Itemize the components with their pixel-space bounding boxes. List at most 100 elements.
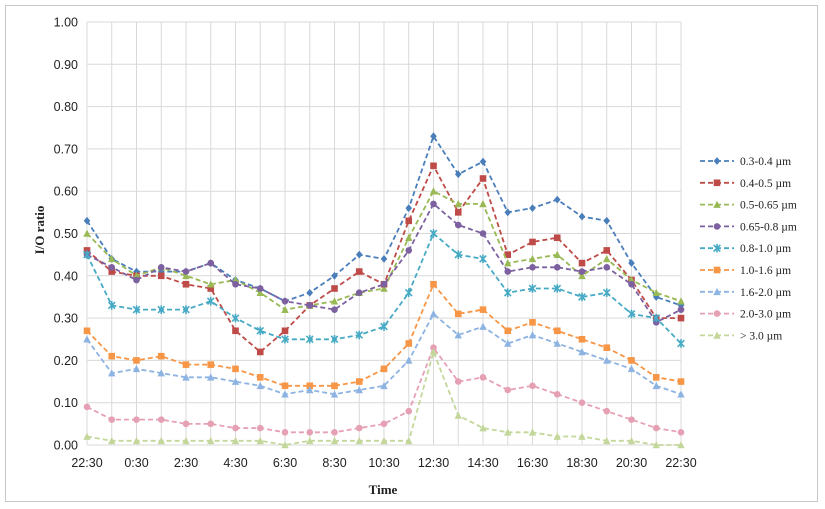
data-point [404,288,413,298]
data-point [652,313,661,323]
legend-entry: 0.4-0.5 µm [700,178,791,190]
data-point [677,339,685,348]
data-point [578,212,586,221]
y-tick-label: 0.80 [54,100,78,114]
y-axis-title: I/O ratio [32,206,47,255]
data-point [281,297,289,305]
legend-label: 1.6-2.0 µm [740,287,791,299]
x-tick-label: 22:30 [665,456,696,470]
data-point [182,280,190,288]
x-tick-label: 12:30 [418,456,449,470]
data-point [83,216,91,225]
data-point [578,399,586,407]
data-point [207,436,215,445]
data-point [281,441,289,449]
data-point [652,374,660,381]
data-point [677,301,685,310]
data-point [553,284,562,293]
data-point [231,436,240,445]
data-point [430,132,437,141]
grid [86,21,682,446]
data-point [652,293,660,301]
data-point [454,331,462,339]
data-point [157,352,165,360]
data-point [713,266,721,274]
data-point [713,243,721,253]
data-point [479,306,487,313]
x-tick-label: 4:30 [223,456,247,470]
data-point [305,334,314,344]
data-point [232,424,239,432]
data-point [331,382,338,390]
data-point [430,344,437,352]
data-point [430,200,437,208]
data-point [157,264,165,271]
data-point [578,335,586,343]
data-point [652,424,660,432]
data-point [628,280,635,288]
data-point [454,209,462,216]
data-point [380,420,388,428]
series-6 [83,280,685,390]
data-point [603,247,611,254]
data-point [553,250,561,258]
data-point [331,306,338,313]
x-tick-label: 18:30 [566,456,597,470]
data-point [627,436,636,445]
legend-entry: 1.0-1.6 µm [700,265,791,277]
legend-entry: 0.8-1.0 µm [700,243,791,255]
data-point [454,310,462,318]
data-point [677,306,685,313]
data-point [677,441,685,449]
data-point [553,339,561,347]
data-point [108,416,116,423]
data-point [83,229,91,237]
y-tick-label: 0.60 [54,185,78,199]
data-point [504,268,512,275]
data-point [713,310,721,317]
data-point [454,170,462,179]
x-tick-label: 6:30 [273,456,297,470]
data-point [479,322,487,330]
data-point [380,254,388,263]
data-point [132,305,141,314]
legend-entry: 2.0-3.0 µm [700,309,791,321]
data-point [454,411,462,419]
data-point [603,264,611,271]
y-axis-ticks: 0.00 0.10 0.20 0.30 0.40 0.50 0.60 0.70 0.80 0.90… [54,16,78,453]
data-point [355,378,363,385]
data-point [207,280,215,288]
data-point [553,432,561,440]
data-point [504,251,512,258]
data-point [405,407,413,415]
data-point [405,436,413,445]
data-point [652,288,660,297]
data-point [479,424,487,432]
data-point [281,327,289,335]
data-point [405,233,413,242]
data-point [182,268,190,275]
data-point [454,199,462,208]
data-point [528,331,537,339]
data-point [331,429,338,436]
data-point [504,259,512,267]
data-point [133,357,140,364]
data-point [108,264,116,271]
data-point [157,267,165,276]
data-point [330,297,339,305]
legend-entry: 0.5-0.65 µm [700,200,797,212]
data-point [355,268,363,275]
data-point [479,199,487,208]
data-point [405,204,413,213]
data-point [430,280,437,288]
data-point [553,264,561,271]
data-point [578,259,586,267]
data-point [529,264,536,271]
data-point [603,216,611,225]
y-tick-label: 0.20 [54,354,78,368]
data-point [504,428,512,436]
legend-label: 0.4-0.5 µm [740,178,791,190]
x-tick-label: 14:30 [467,456,498,470]
data-point [628,357,635,364]
